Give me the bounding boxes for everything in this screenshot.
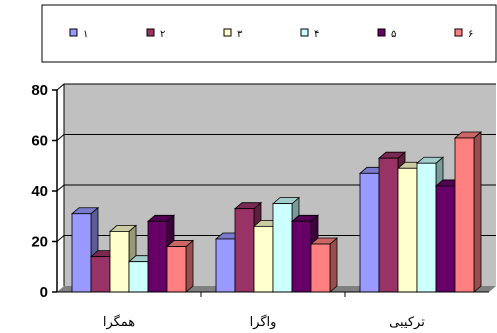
legend-label: ۶ [468, 29, 473, 40]
bar [147, 220, 168, 293]
bar [291, 220, 312, 293]
category-label: واگرا [250, 314, 277, 330]
bar [416, 162, 437, 293]
legend-label: ۳ [237, 29, 243, 40]
y-tick-label: 60 [31, 133, 48, 150]
bar [359, 172, 380, 293]
y-tick-label: 40 [31, 183, 48, 200]
category-label: همگرا [103, 314, 135, 330]
y-tick-label: 80 [31, 82, 48, 99]
legend-label: ۱ [83, 29, 88, 40]
legend-label: ۲ [160, 29, 165, 40]
legend-swatch [300, 28, 309, 37]
bar-side [329, 237, 338, 293]
y-tick-label: 0 [40, 284, 48, 301]
bar [71, 213, 92, 293]
legend-swatch [69, 28, 78, 37]
legend-frame [41, 4, 497, 63]
bar [166, 246, 187, 293]
legend-swatch [377, 28, 386, 37]
bar [215, 238, 236, 293]
legend: ۱ ۲ ۳ ۴ ۵ ۶ [41, 4, 497, 63]
bar [128, 261, 149, 293]
bar [310, 243, 331, 293]
bar [234, 208, 255, 293]
bar [253, 225, 274, 293]
legend-swatch [454, 28, 463, 37]
bar [109, 230, 130, 293]
legend-label: ۴ [314, 29, 319, 40]
legend-swatch [146, 28, 155, 37]
legend-swatch [223, 28, 232, 37]
bar [272, 203, 293, 293]
bar [435, 185, 456, 293]
bar [378, 157, 399, 293]
bar-side [473, 131, 482, 293]
y-tick-label: 20 [31, 234, 48, 251]
bar-side [185, 239, 194, 293]
bar [90, 256, 111, 293]
category-label: ترکیبی [389, 315, 425, 330]
bar [397, 167, 418, 293]
bar [454, 137, 475, 293]
legend-label: ۵ [391, 29, 396, 40]
